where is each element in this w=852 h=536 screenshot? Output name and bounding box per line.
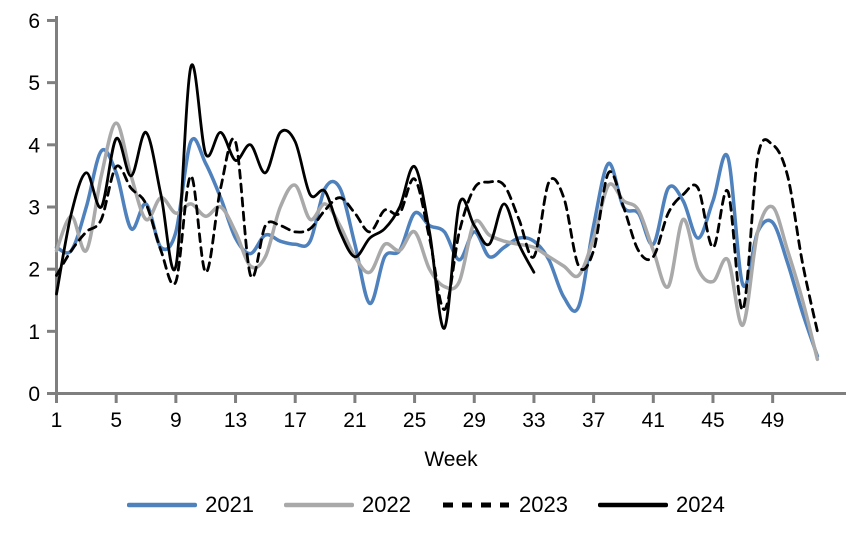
- legend-label-2021: 2021: [205, 492, 255, 517]
- legend-item-2024: 2024: [597, 492, 725, 517]
- x-tick-label: 21: [343, 409, 366, 432]
- x-tick-label: 9: [170, 409, 182, 432]
- x-axis-title: Week: [424, 448, 478, 471]
- x-tick-label: 37: [582, 409, 605, 432]
- y-tick-label: 6: [28, 10, 40, 33]
- legend-item-2023: 2023: [441, 494, 568, 516]
- legend-label-2023: 2023: [519, 492, 568, 517]
- chart-legend: 2021 2022 2023 2024: [0, 494, 852, 516]
- x-tick-label: 5: [110, 409, 122, 432]
- legend-line-sample-2022: [284, 502, 355, 508]
- series-line-2024: [55, 63, 536, 330]
- x-tick-label: 1: [51, 409, 63, 432]
- y-tick-label: 1: [28, 321, 40, 344]
- legend-line-sample-2023: [443, 502, 509, 508]
- y-tick-label: 5: [28, 72, 40, 95]
- legend-item-2021: 2021: [127, 494, 254, 516]
- y-tick-label: 4: [28, 134, 40, 157]
- x-axis-ticks: 1 5 9 13 17 21 25 29 33 37 41 45 49: [51, 395, 784, 432]
- y-tick-label: 0: [28, 383, 40, 406]
- data-series-lines: [54, 63, 820, 362]
- x-tick-label: 33: [522, 409, 545, 432]
- y-tick-label: 2: [28, 259, 40, 282]
- y-tick-label: 3: [28, 196, 40, 219]
- series-line-2021: [54, 137, 820, 358]
- x-tick-label: 25: [403, 409, 426, 432]
- x-tick-label: 29: [463, 409, 486, 432]
- series-line-2023: [55, 137, 819, 333]
- x-tick-label: 49: [761, 409, 784, 432]
- legend-line-sample-2024: [597, 502, 668, 508]
- legend-line-sample-2021: [127, 502, 198, 508]
- y-axis-ticks: 0 1 2 3 4 5 6: [28, 10, 55, 406]
- legend-label-2024: 2024: [675, 492, 725, 517]
- x-tick-label: 17: [284, 409, 307, 432]
- legend-label-2022: 2022: [362, 492, 411, 517]
- x-tick-label: 41: [642, 409, 665, 432]
- series-line-2022: [54, 121, 820, 362]
- x-tick-label: 13: [224, 409, 247, 432]
- legend-item-2022: 2022: [284, 494, 411, 516]
- x-tick-label: 45: [701, 409, 724, 432]
